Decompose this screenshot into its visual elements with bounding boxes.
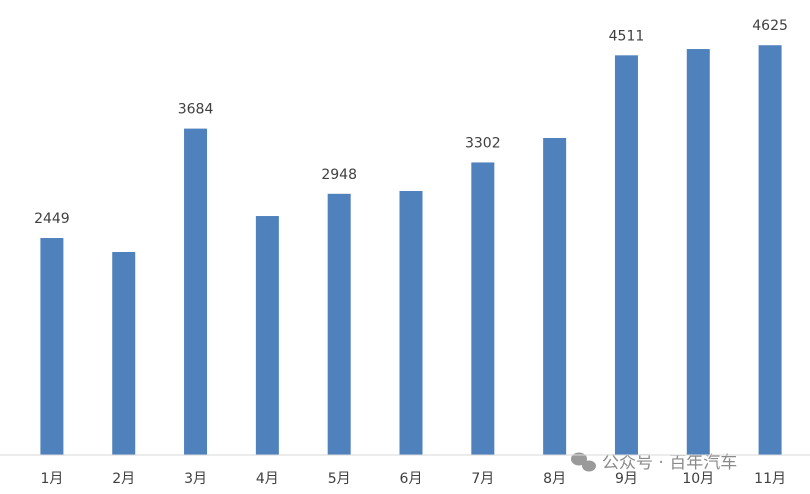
data-label: 4625 (752, 18, 788, 34)
bar (40, 238, 64, 455)
bar (327, 193, 351, 456)
x-tick-label: 1月 (40, 471, 63, 487)
bar (112, 252, 136, 455)
data-label: 3302 (465, 135, 501, 151)
x-tick-label: 7月 (471, 471, 494, 487)
x-tick-label: 5月 (328, 471, 351, 487)
bar (255, 216, 279, 455)
bar (758, 45, 782, 455)
data-label: 2948 (321, 167, 357, 183)
data-label: 4511 (609, 28, 645, 44)
bar (543, 137, 567, 455)
x-tick-label: 4月 (256, 471, 279, 487)
x-tick-label: 10月 (682, 471, 714, 487)
x-tick-label: 11月 (754, 471, 786, 487)
x-tick-label: 2月 (112, 471, 135, 487)
bar (471, 162, 495, 455)
data-label: 2449 (34, 211, 70, 227)
bar (184, 128, 208, 455)
x-tick-label: 6月 (400, 471, 423, 487)
watermark: 公众号 · 百年汽车 (602, 453, 737, 473)
x-tick-label: 3月 (184, 471, 207, 487)
bar (686, 49, 710, 456)
bar (399, 190, 423, 456)
x-tick-label: 8月 (543, 471, 566, 487)
watermark-icon (571, 452, 596, 472)
x-tick-label: 9月 (615, 471, 638, 487)
data-label: 3684 (178, 102, 214, 118)
bar (614, 55, 638, 455)
